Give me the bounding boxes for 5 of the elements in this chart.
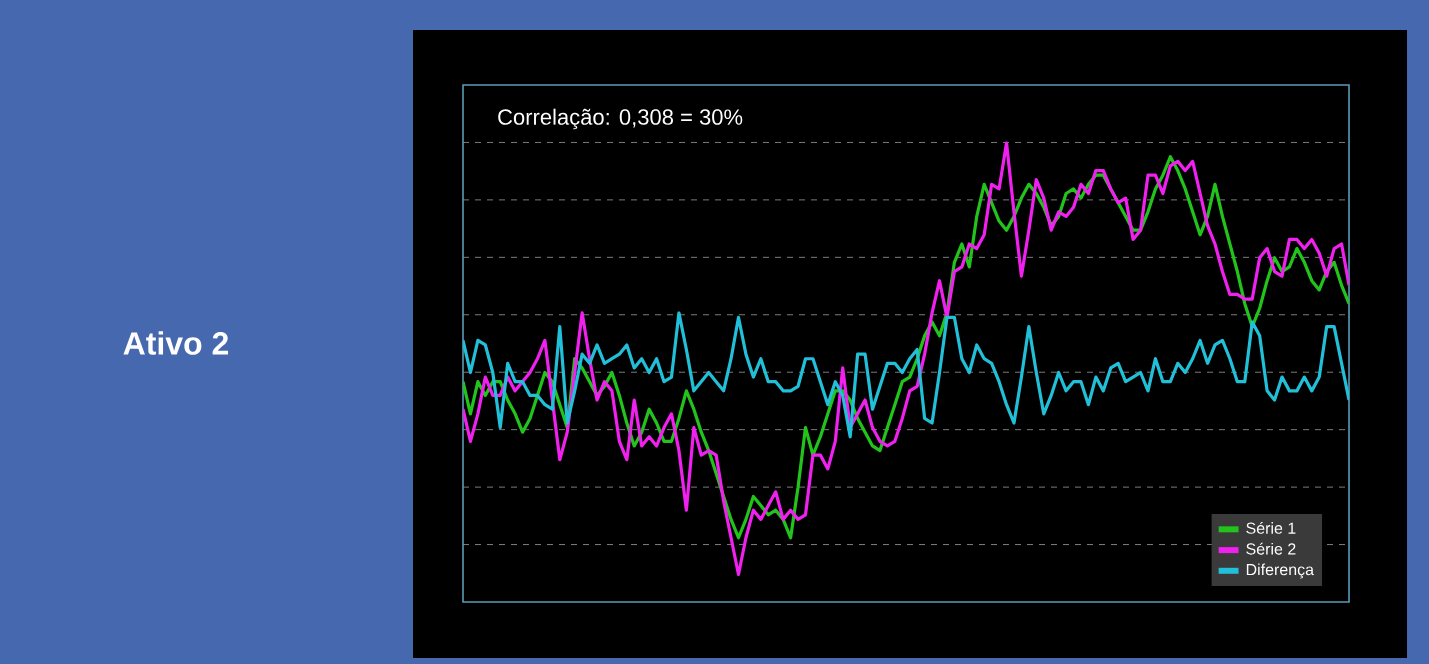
legend-label: Diferença [1246,563,1315,579]
text: Ativo 2 [123,331,229,355]
legend-label: Série 1 [1246,521,1296,534]
legend-label: Série 2 [1246,542,1296,555]
text: Correlação: 0,308 = 30% [498,108,743,130]
